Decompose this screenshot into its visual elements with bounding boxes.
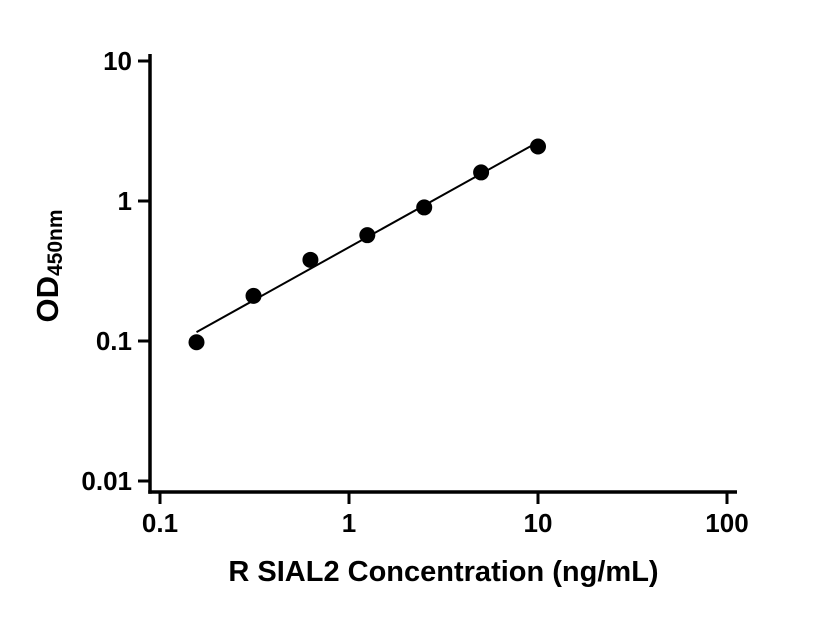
y-tick-label: 0.01 xyxy=(81,466,132,496)
x-tick-label: 0.1 xyxy=(142,508,178,538)
data-point xyxy=(473,164,490,181)
x-tick-label: 100 xyxy=(705,508,748,538)
y-axis-title-main: OD xyxy=(30,276,65,323)
y-axis-title: OD450nm xyxy=(30,209,67,323)
y-axis-title-subscript: 450nm xyxy=(43,209,67,277)
y-tick-label: 0.1 xyxy=(96,326,132,356)
y-tick-label: 1 xyxy=(118,186,132,216)
data-point xyxy=(530,138,546,155)
data-point xyxy=(188,334,205,351)
data-point xyxy=(245,287,262,304)
data-point xyxy=(302,251,319,268)
x-tick-label: 1 xyxy=(342,508,356,538)
x-tick-label: 10 xyxy=(524,508,553,538)
y-tick-label: 10 xyxy=(103,46,132,76)
data-point xyxy=(416,199,433,216)
x-axis-title: R SIAL2 Concentration (ng/mL) xyxy=(228,556,659,588)
data-point xyxy=(359,227,376,244)
